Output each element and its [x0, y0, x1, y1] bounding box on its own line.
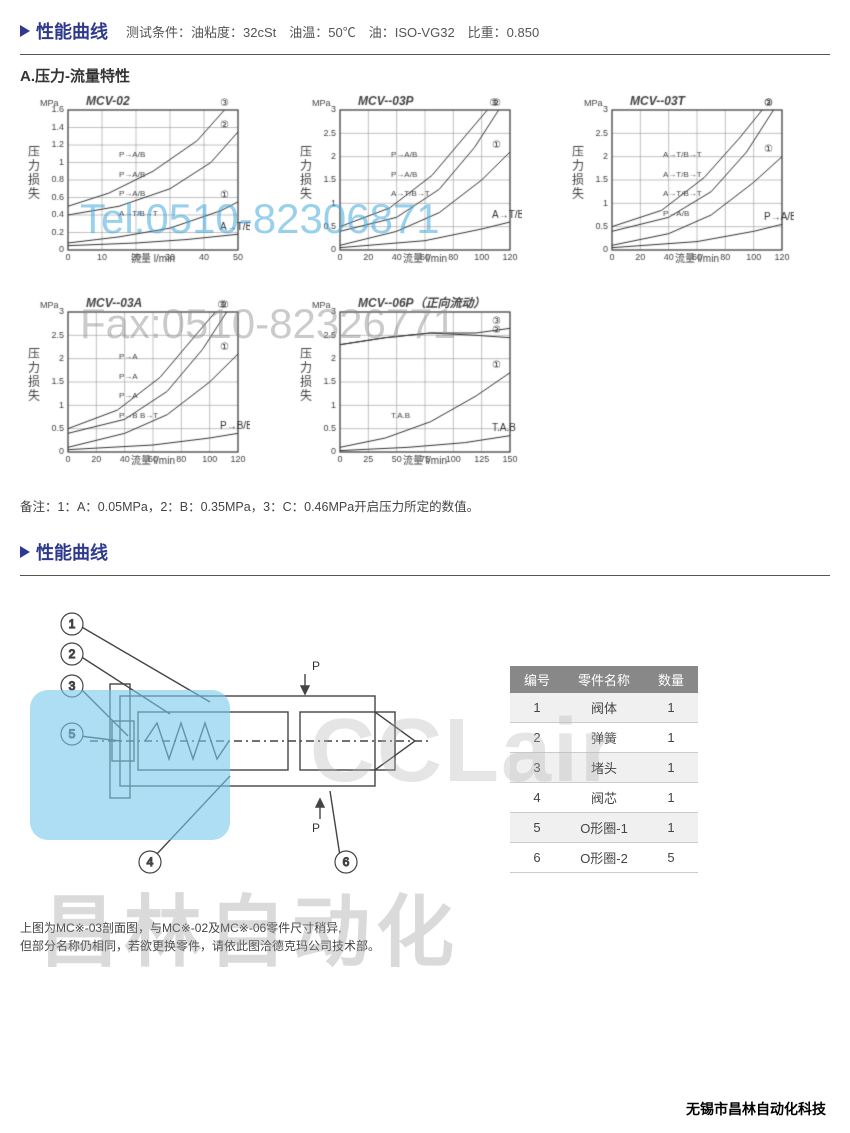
- svg-text:P: P: [312, 821, 320, 835]
- svg-text:3: 3: [69, 679, 76, 693]
- parts-col-name: 零件名称: [564, 666, 644, 693]
- test-conditions: 测试条件：油粘度：32cSt 油温：50℃ 油：ISO-VG32 比重：0.85…: [126, 22, 539, 41]
- table-row: 1阀体1: [510, 693, 698, 723]
- note-text: 备注：1：A：0.05MPa，2：B：0.35MPa，3：C：0.46MPa开启…: [20, 496, 830, 515]
- section-1-title: 性能曲线: [36, 18, 108, 44]
- bullet-icon: [20, 25, 30, 37]
- svg-text:P: P: [312, 659, 320, 673]
- chart-mcv-06p: [292, 294, 542, 478]
- chart-mcv-02: [20, 92, 270, 276]
- table-row: 3堵头1: [510, 753, 698, 783]
- svg-text:2: 2: [69, 647, 76, 661]
- charts-row-2: [20, 294, 830, 478]
- svg-text:6: 6: [343, 855, 350, 869]
- table-row: 5O形圈-11: [510, 813, 698, 843]
- svg-text:4: 4: [147, 855, 154, 869]
- bottom-note: 上图为MC※-03剖面图，与MC※-02及MC※-06零件尺寸稍异, 但部分名称…: [20, 919, 830, 955]
- charts-row-1: [20, 92, 830, 276]
- chart-mcv-03t: [564, 92, 814, 276]
- table-row: 6O形圈-25: [510, 843, 698, 873]
- cross-section-diagram: 1 2 3 5 4 6 P P: [20, 596, 480, 901]
- diagram-area: 1 2 3 5 4 6 P P 编号 零件名称 数量 1阀体12弹簧13堵头14…: [20, 596, 830, 901]
- section-2-header: 性能曲线: [20, 539, 830, 565]
- chart-mcv-03a: [20, 294, 270, 478]
- svg-text:1: 1: [69, 617, 76, 631]
- table-row: 4阀芯1: [510, 783, 698, 813]
- chart-mcv-03p: [292, 92, 542, 276]
- divider-1: [20, 54, 830, 55]
- subsection-a-title: A.压力-流量特性: [20, 65, 830, 86]
- parts-col-id: 编号: [510, 666, 564, 693]
- section-1-header: 性能曲线 测试条件：油粘度：32cSt 油温：50℃ 油：ISO-VG32 比重…: [20, 18, 830, 44]
- table-row: 2弹簧1: [510, 723, 698, 753]
- parts-table: 编号 零件名称 数量 1阀体12弹簧13堵头14阀芯15O形圈-116O形圈-2…: [510, 666, 698, 873]
- bullet-icon: [20, 546, 30, 558]
- section-2-title: 性能曲线: [36, 539, 108, 565]
- svg-text:5: 5: [69, 727, 76, 741]
- footer-company: 无锡市昌林自动化科技: [686, 1099, 826, 1119]
- parts-col-qty: 数量: [644, 666, 698, 693]
- divider-2: [20, 575, 830, 576]
